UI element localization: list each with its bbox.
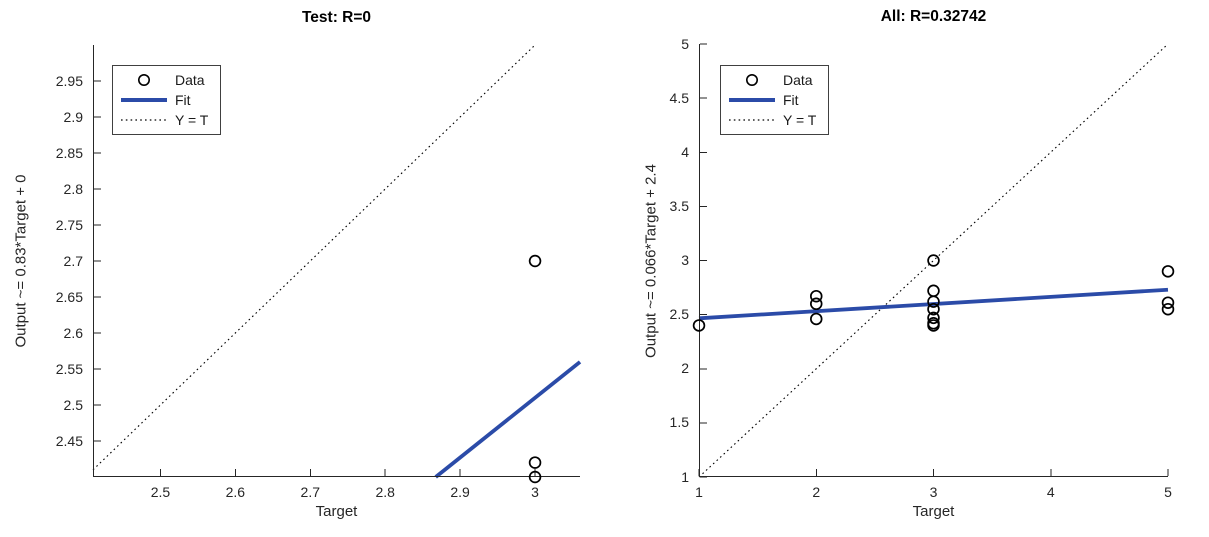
x-tick-label: 4 — [1046, 484, 1055, 500]
legend-label: Y = T — [175, 112, 209, 128]
fit-line-icon — [113, 92, 175, 108]
y-tick-label: 2.75 — [55, 216, 83, 233]
y-tick-label: 5 — [681, 35, 689, 52]
y-tick-label: 1 — [681, 468, 689, 485]
fit-line-icon — [721, 92, 783, 108]
x-tick-label: 2 — [812, 484, 821, 500]
y-tick-label: 4.5 — [669, 89, 689, 106]
test-regression-plot: Test: R=0 Target Output ~= 0.83*Target +… — [13, 9, 582, 520]
plot-area — [92, 44, 582, 484]
y-tick-label: 2.5 — [63, 396, 83, 413]
y-tick-label: 4 — [681, 143, 689, 160]
data-marker-icon — [113, 72, 175, 88]
y-tick-label: 2.7 — [63, 252, 83, 269]
legend-item-identity: Y = T — [113, 110, 208, 130]
y-tick-label: 2.95 — [55, 72, 83, 89]
x-axis-label: Target — [315, 503, 358, 520]
data-point — [927, 302, 940, 316]
legend-label: Data — [783, 72, 813, 88]
x-tick-label: 2.6 — [225, 484, 246, 500]
x-tick-label: 2.7 — [300, 484, 320, 500]
data-point — [809, 289, 823, 303]
x-tick-label: 3 — [929, 484, 938, 500]
fit-line — [434, 360, 582, 479]
y-tick-label: 2.65 — [55, 288, 83, 305]
legend-label: Fit — [175, 92, 191, 108]
identity-line-icon — [721, 112, 783, 128]
legend-label: Y = T — [783, 112, 817, 128]
data-point — [528, 456, 542, 469]
data-point — [692, 319, 706, 332]
data-point — [927, 295, 940, 308]
y-tick-label: 2.85 — [55, 144, 83, 161]
legend-item-fit: Fit — [113, 90, 208, 110]
y-tick-label: 2.5 — [669, 306, 689, 323]
data-point — [927, 319, 940, 332]
legend-item-identity: Y = T — [721, 110, 816, 130]
x-tick-label: 2.5 — [150, 484, 171, 500]
data-point — [927, 254, 940, 267]
data-point — [809, 312, 823, 326]
y-tick-label: 2.8 — [63, 180, 83, 197]
data-point — [927, 311, 940, 325]
plot-area — [692, 43, 1175, 478]
plot-title: Test: R=0 — [301, 9, 372, 26]
x-axis-label: Target — [912, 503, 955, 520]
plot-title: All: R=0.32742 — [880, 8, 987, 25]
identity-line — [92, 44, 536, 471]
data-point — [1161, 296, 1175, 309]
data-point — [927, 284, 940, 298]
y-tick-label: 2.45 — [55, 432, 83, 449]
legend-label: Fit — [783, 92, 799, 108]
data-point — [809, 297, 823, 311]
x-tick-label: 1 — [695, 484, 703, 500]
y-tick-label: 3.5 — [669, 197, 689, 214]
data-marker-icon — [721, 72, 783, 88]
identity-line-icon — [113, 112, 175, 128]
data-point — [1161, 302, 1175, 316]
x-tick-label: 5 — [1164, 484, 1172, 500]
y-tick-label: 1.5 — [669, 414, 689, 431]
data-point — [1161, 265, 1175, 278]
y-tick-label: 3 — [681, 252, 689, 268]
data-point — [528, 254, 542, 268]
legend-item-fit: Fit — [721, 90, 816, 110]
y-tick-label: 2 — [681, 360, 689, 377]
x-tick-label: 3 — [531, 484, 539, 500]
identity-line — [698, 43, 1169, 478]
x-tick-label: 2.8 — [375, 484, 395, 500]
legend: Data Fit Y = T — [720, 65, 830, 135]
legend: Data Fit Y = T — [112, 65, 222, 135]
y-tick-label: 2.9 — [63, 108, 83, 125]
x-tick-label: 2.9 — [450, 484, 470, 500]
legend-item-data: Data — [721, 70, 816, 90]
legend-item-data: Data — [113, 70, 208, 90]
y-tick-label: 2.6 — [63, 324, 83, 341]
legend-label: Data — [175, 72, 205, 88]
all-regression-plot: All: R=0.32742 Target Output ~= 0.066*Ta… — [643, 8, 1175, 520]
y-tick-label: 2.55 — [55, 360, 83, 377]
data-point — [528, 470, 542, 484]
